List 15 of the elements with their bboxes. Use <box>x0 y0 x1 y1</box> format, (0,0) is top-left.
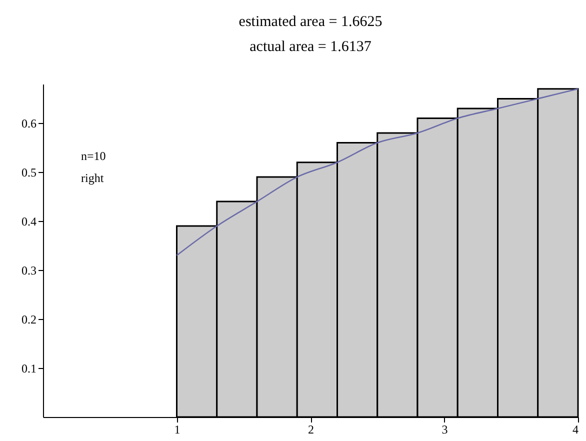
x-tick-label: 4 <box>572 422 578 436</box>
y-tick-label: 0.5 <box>22 166 36 180</box>
y-tick-label: 0.1 <box>22 362 36 376</box>
line-series <box>176 88 579 256</box>
y-tick-label: 0.6 <box>22 116 36 131</box>
chart-subtitle: actual area = 1.6137 <box>250 39 372 55</box>
y-tick-label: 0.4 <box>22 214 36 229</box>
chart-title: estimated area = 1.6625 <box>238 14 382 30</box>
x-tick-label: 3 <box>442 422 448 436</box>
annotation: n=10 <box>81 149 106 163</box>
annotation: right <box>81 171 104 185</box>
y-tick-label: 0.2 <box>22 312 36 327</box>
y-tick-label: 0.3 <box>22 264 36 278</box>
x-tick-label: 2 <box>308 422 314 436</box>
x-tick-label: 1 <box>174 422 180 436</box>
